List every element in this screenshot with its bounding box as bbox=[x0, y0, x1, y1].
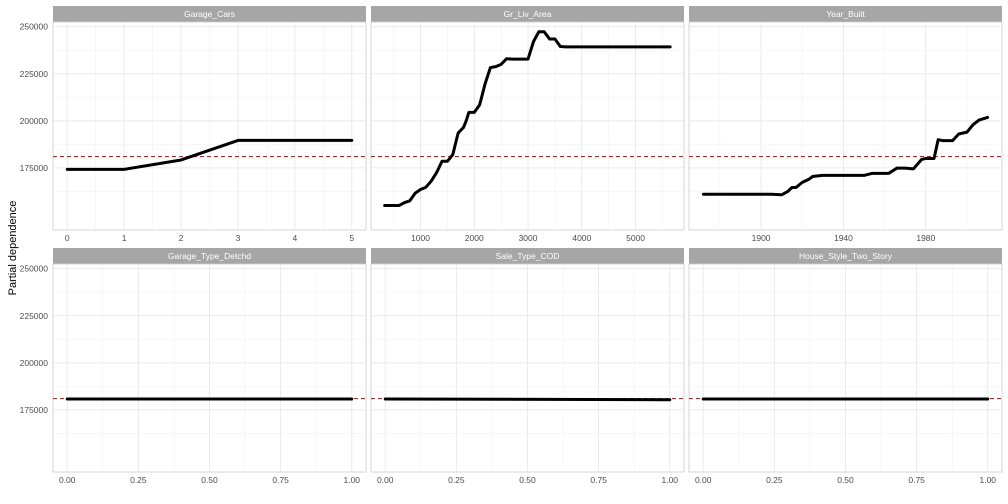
x-tick-label: 0.50 bbox=[201, 475, 218, 485]
x-tick-label: 1.00 bbox=[343, 475, 360, 485]
facet-strip bbox=[371, 248, 684, 264]
y-tick-label: 250000 bbox=[20, 264, 49, 274]
x-tick-label: 5 bbox=[349, 233, 354, 243]
x-tick-label: 3000 bbox=[519, 233, 538, 243]
x-tick-label: 1940 bbox=[834, 233, 853, 243]
facet-panel: Garage_Type_Detchd 0.00 0.25 0.50 0.75 1.00 bbox=[52, 248, 367, 485]
y-axis-layer: 175000 200000 225000 250000 175000 200000 2250… bbox=[20, 22, 49, 415]
panel-background bbox=[370, 21, 685, 231]
facet-strip bbox=[53, 6, 366, 22]
x-tick-label: 0.75 bbox=[908, 475, 925, 485]
x-tick-label: 0.00 bbox=[59, 475, 76, 485]
x-tick-label: 0.25 bbox=[766, 475, 783, 485]
y-tick-label: 250000 bbox=[20, 22, 49, 32]
x-tick-label: 0.00 bbox=[695, 475, 712, 485]
x-tick-label: 0.50 bbox=[519, 475, 536, 485]
facet-strip bbox=[371, 6, 684, 22]
x-tick-label: 0.25 bbox=[130, 475, 147, 485]
facet-strip-title: House_Style_Two_Story bbox=[799, 251, 893, 261]
facet-strip bbox=[689, 248, 1002, 264]
facet-strip-title: Year_Built bbox=[826, 9, 865, 19]
y-tick-label: 175000 bbox=[20, 163, 49, 173]
x-tick-label: 4 bbox=[292, 233, 297, 243]
partial-dependence-line bbox=[701, 115, 990, 197]
y-tick-label: 175000 bbox=[20, 405, 49, 415]
x-tick-label: 0.75 bbox=[590, 475, 607, 485]
x-tick-label: 1.00 bbox=[661, 475, 678, 485]
x-tick-label: 3 bbox=[236, 233, 241, 243]
x-tick-label: 5000 bbox=[626, 233, 645, 243]
x-tick-label: 0.50 bbox=[837, 475, 854, 485]
facet-strip-title: Garage_Type_Detchd bbox=[168, 251, 251, 261]
facet-strip-title: Sale_Type_COD bbox=[496, 251, 560, 261]
x-tick-label: 0.00 bbox=[377, 475, 394, 485]
x-tick-label: 1980 bbox=[916, 233, 935, 243]
x-tick-label: 0 bbox=[65, 233, 70, 243]
partial-dependence-line bbox=[383, 397, 672, 402]
panels-layer: Garage_Cars 0 1 2 3 4 5 Gr_Liv_Area 1000 2000 3000… bbox=[52, 6, 1003, 485]
x-tick-label: 2000 bbox=[465, 233, 484, 243]
facet-panel: Garage_Cars 0 1 2 3 4 5 bbox=[52, 6, 367, 243]
y-tick-label: 225000 bbox=[20, 311, 49, 321]
facet-strip-title: Garage_Cars bbox=[184, 9, 235, 19]
y-tick-label: 200000 bbox=[20, 116, 49, 126]
facet-strip bbox=[689, 6, 1002, 22]
y-axis-label: Partial dependence bbox=[7, 201, 19, 296]
facet-panel: Gr_Liv_Area 1000 2000 3000 4000 5000 bbox=[370, 6, 685, 243]
x-tick-label: 0.25 bbox=[448, 475, 465, 485]
x-tick-label: 1.00 bbox=[979, 475, 996, 485]
facet-panel: Year_Built 1900 1940 1980 bbox=[688, 6, 1003, 243]
x-tick-label: 1000 bbox=[411, 233, 430, 243]
y-tick-label: 225000 bbox=[20, 69, 49, 79]
y-tick-label: 200000 bbox=[20, 358, 49, 368]
x-tick-label: 4000 bbox=[572, 233, 591, 243]
facet-strip-title: Gr_Liv_Area bbox=[504, 9, 552, 19]
partial-dependence-line bbox=[383, 30, 672, 208]
facet-panel: Sale_Type_COD 0.00 0.25 0.50 0.75 1.00 bbox=[370, 248, 685, 485]
facet-strip bbox=[53, 248, 366, 264]
x-tick-label: 0.75 bbox=[272, 475, 289, 485]
partial-dependence-line bbox=[65, 138, 354, 171]
x-tick-label: 2 bbox=[179, 233, 184, 243]
panel-background bbox=[688, 21, 1003, 231]
facet-panel: House_Style_Two_Story 0.00 0.25 0.50 0.75 1.0… bbox=[688, 248, 1003, 485]
x-tick-label: 1 bbox=[122, 233, 127, 243]
x-tick-label: 1900 bbox=[752, 233, 771, 243]
